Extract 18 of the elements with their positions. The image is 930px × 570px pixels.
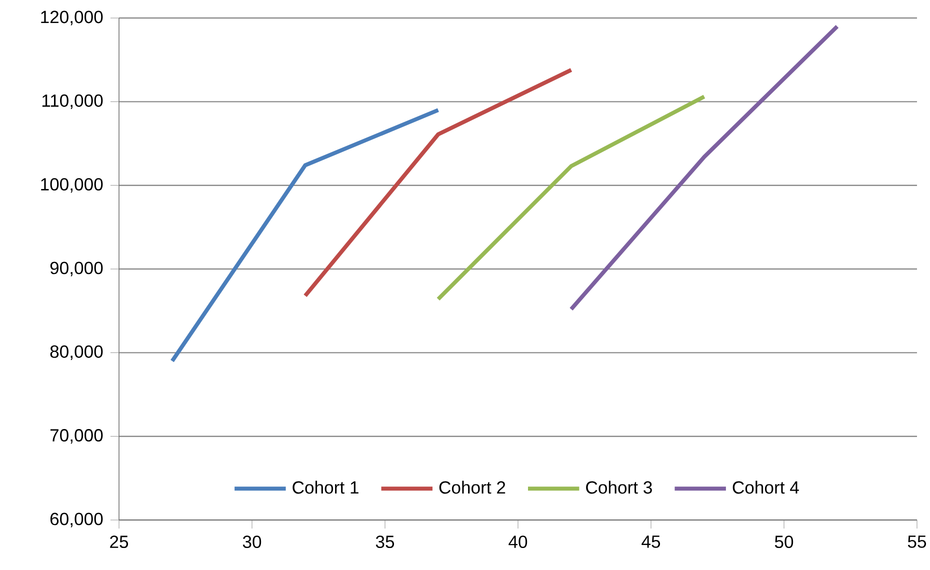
x-tick-label: 35 [376, 536, 394, 548]
y-tick-label: 110,000 [42, 94, 103, 109]
legend-label: Cohort 2 [439, 480, 506, 494]
y-tick-label: 90,000 [50, 262, 103, 276]
legend-label: Cohort 4 [732, 480, 799, 494]
x-tick-label: 55 [908, 536, 926, 548]
legend-label: Cohort 1 [292, 480, 358, 494]
x-tick-label: 50 [774, 536, 794, 548]
x-tick-label: 40 [508, 536, 528, 548]
y-tick-label: 100,000 [41, 178, 103, 193]
legend-label: Cohort 3 [586, 480, 652, 494]
x-tick-label: 25 [110, 536, 128, 548]
x-tick-label: 45 [642, 536, 660, 548]
y-tick-label: 80,000 [50, 345, 103, 360]
x-tick-label: 30 [242, 536, 262, 548]
y-tick-label: 60,000 [50, 512, 103, 528]
y-tick-label: 120,000 [41, 10, 103, 26]
y-tick-label: 70,000 [50, 429, 103, 444]
